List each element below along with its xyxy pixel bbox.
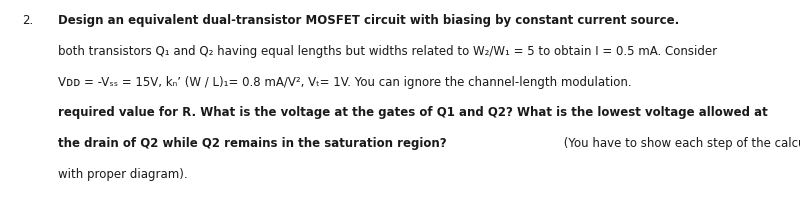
Text: (You have to show each step of the calculation: (You have to show each step of the calcu… bbox=[560, 137, 800, 150]
Text: 2.: 2. bbox=[22, 14, 34, 27]
Text: Vᴅᴅ = -Vₛₛ = 15V, kₙ’ (W / L)₁= 0.8 mA/V², Vₜ= 1V. You can ignore the channel-le: Vᴅᴅ = -Vₛₛ = 15V, kₙ’ (W / L)₁= 0.8 mA/V… bbox=[58, 76, 632, 89]
Text: both transistors Q₁ and Q₂ having equal lengths but widths related to W₂/W₁ = 5 : both transistors Q₁ and Q₂ having equal … bbox=[58, 45, 718, 58]
Text: Design an equivalent dual-transistor MOSFET circuit with biasing by constant cur: Design an equivalent dual-transistor MOS… bbox=[58, 14, 680, 27]
Text: with proper diagram).: with proper diagram). bbox=[58, 168, 188, 181]
Text: required value for R. What is the voltage at the gates of Q1 and Q2? What is the: required value for R. What is the voltag… bbox=[58, 106, 768, 119]
Text: the drain of Q2 while Q2 remains in the saturation region?: the drain of Q2 while Q2 remains in the … bbox=[58, 137, 447, 150]
Text: Find the: Find the bbox=[798, 76, 800, 89]
